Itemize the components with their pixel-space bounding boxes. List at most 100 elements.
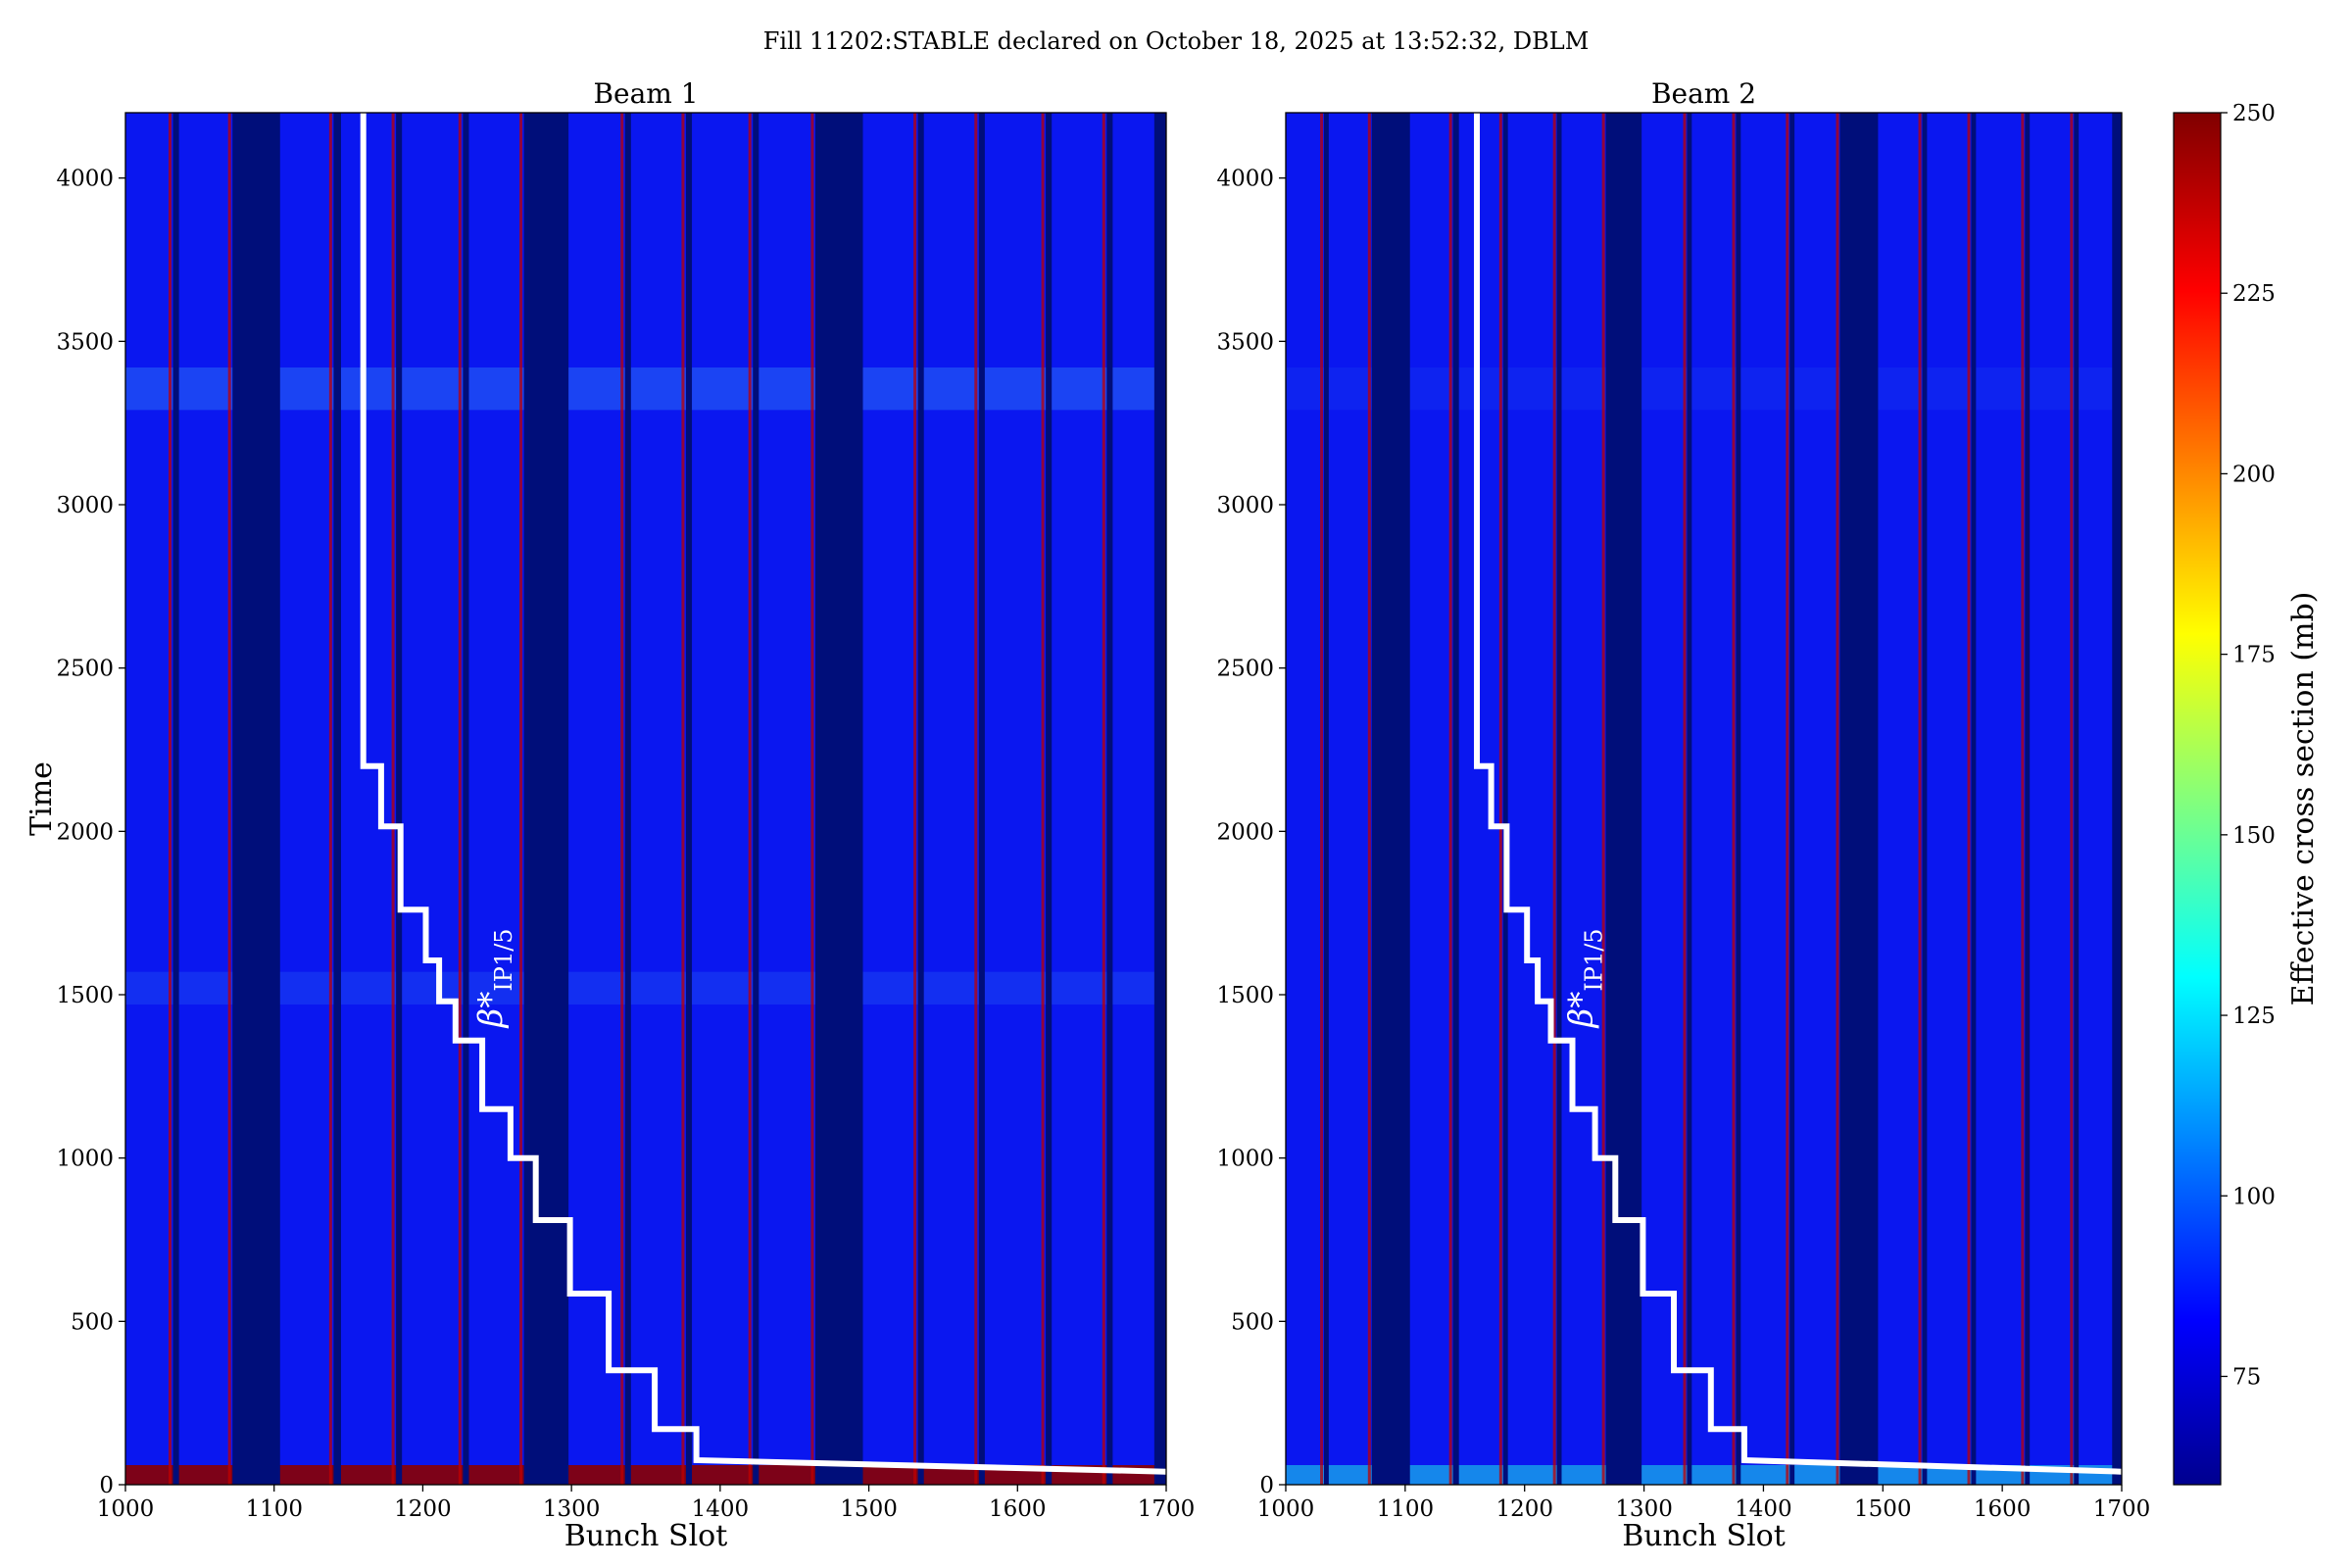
empty-slot-column [232,113,280,1485]
empty-slot-column [2112,113,2122,1485]
x-tick-label: 1000 [1257,1496,1315,1522]
train-edge-column [519,113,523,1485]
train-edge-column [1836,113,1839,1485]
y-tick-label: 1000 [56,1147,114,1172]
heatmap-initial-loss [125,1465,1166,1485]
heatmap-background [1286,113,2122,1485]
train-edge-column [1367,113,1371,1485]
beta-star-subscript: IP1/5 [1580,928,1607,991]
y-tick-label: 3000 [56,493,114,518]
x-tick-label: 1500 [1854,1496,1912,1522]
y-tick-label: 2500 [1216,657,1274,682]
empty-slot-column [685,113,693,1485]
y-tick-label: 4000 [1216,167,1274,192]
empty-slot-column [753,113,760,1485]
colorbar-gradient [2173,112,2222,1486]
empty-slot-column [814,113,863,1485]
empty-slot-column [1153,113,1166,1485]
train-edge-column [391,113,395,1485]
axes-frame [1285,112,2123,1486]
colorbar-label: Effective cross section (mb) [2286,592,2321,1006]
x-tick-label: 1600 [1974,1496,2032,1522]
empty-slot-column [624,113,631,1485]
empty-slot-column [333,113,341,1485]
y-tick-label: 500 [1231,1309,1274,1335]
train-edge-column [1786,113,1789,1485]
x-axis-label: Bunch Slot [564,1519,728,1553]
beam-2-panel: β*IP1/5 Beam 2 1000 1100 1200 1300 1400 1500 160… [1216,77,2150,1553]
x-tick-label: 1500 [840,1496,898,1522]
train-edge-column [748,113,752,1485]
x-tick-label: 1100 [245,1496,303,1522]
colorbar-ticks: 75 100 125 150 175 200 225 250 [2221,101,2276,1390]
panel-title: Beam 2 [1651,77,1756,110]
train-edge-column [2021,113,2025,1485]
colorbar: 75 100 125 150 175 200 225 250 Effective cross … [2173,101,2321,1486]
empty-slot-column [1839,113,1879,1485]
y-tick-label: 1500 [1216,983,1274,1008]
axes-frame [124,112,1167,1486]
y-tick-label: 2000 [1216,819,1274,845]
x-tick-label: 1000 [97,1496,155,1522]
train-edge-column [913,113,917,1485]
x-axis-label: Bunch Slot [1622,1519,1786,1553]
train-edge-column [681,113,685,1485]
beta-star-symbol: β* [471,992,511,1030]
train-edge-column [1918,113,1922,1485]
empty-slot-column [1323,113,1329,1485]
beta-star-subscript: IP1/5 [490,928,517,991]
empty-slot-column [1371,113,1410,1485]
y-tick-label: 3500 [1216,329,1274,355]
x-tick-label: 1700 [1138,1496,1196,1522]
y-tick-label: 0 [1259,1473,1274,1498]
empty-slot-column [1736,113,1741,1485]
colorbar-tick-label: 75 [2232,1364,2261,1390]
y-tick-label: 4000 [56,167,114,192]
y-tick-label: 3500 [56,329,114,355]
empty-slot-column [1046,113,1053,1485]
heatmap-band [125,971,1166,1004]
train-edge-column [1102,113,1105,1485]
figure-title: Fill 11202:STABLE declared on October 18… [763,27,1590,55]
y-tick-label: 3000 [1216,493,1274,518]
train-edge-column [328,113,332,1485]
train-edge-column [1683,113,1687,1485]
empty-slot-column [978,113,985,1485]
x-tick-label: 1400 [692,1496,750,1522]
panel-title: Beam 1 [593,77,698,110]
empty-slot-column [523,113,569,1485]
x-tick-label: 1400 [1735,1496,1792,1522]
y-tick-label: 0 [99,1473,114,1498]
y-tick-label: 1000 [1216,1147,1274,1172]
y-tick-label: 500 [71,1309,114,1335]
empty-slot-column [1556,113,1562,1485]
x-tick-label: 1700 [2093,1496,2151,1522]
x-tick-label: 1200 [394,1496,452,1522]
train-edge-column [169,113,172,1485]
train-edge-column [2070,113,2074,1485]
train-edge-column [1552,113,1556,1485]
x-tick-label: 1300 [1615,1496,1673,1522]
empty-slot-column [1452,113,1459,1485]
colorbar-tick-label: 225 [2232,281,2276,307]
x-tick-label: 1200 [1495,1496,1553,1522]
heatmap-band [125,368,1166,411]
beta-star-symbol: β* [1561,992,1600,1030]
train-edge-column [1041,113,1045,1485]
empty-slot-column [396,113,403,1485]
y-tick-label: 2000 [56,819,114,845]
heatmap-background [125,113,1166,1485]
empty-slot-column [463,113,469,1485]
train-edge-column [1498,113,1502,1485]
train-edge-column [227,113,231,1485]
train-edge-column [810,113,814,1485]
colorbar-tick-label: 150 [2232,823,2276,849]
y-axis-label: Time [24,761,59,836]
train-edge-column [1967,113,1971,1485]
empty-slot-column [1687,113,1692,1485]
beta-star-annotation: β*IP1/5 [471,928,517,1029]
train-edge-column [1732,113,1736,1485]
y-tick-label: 1500 [56,983,114,1008]
x-tick-label: 1300 [543,1496,601,1522]
